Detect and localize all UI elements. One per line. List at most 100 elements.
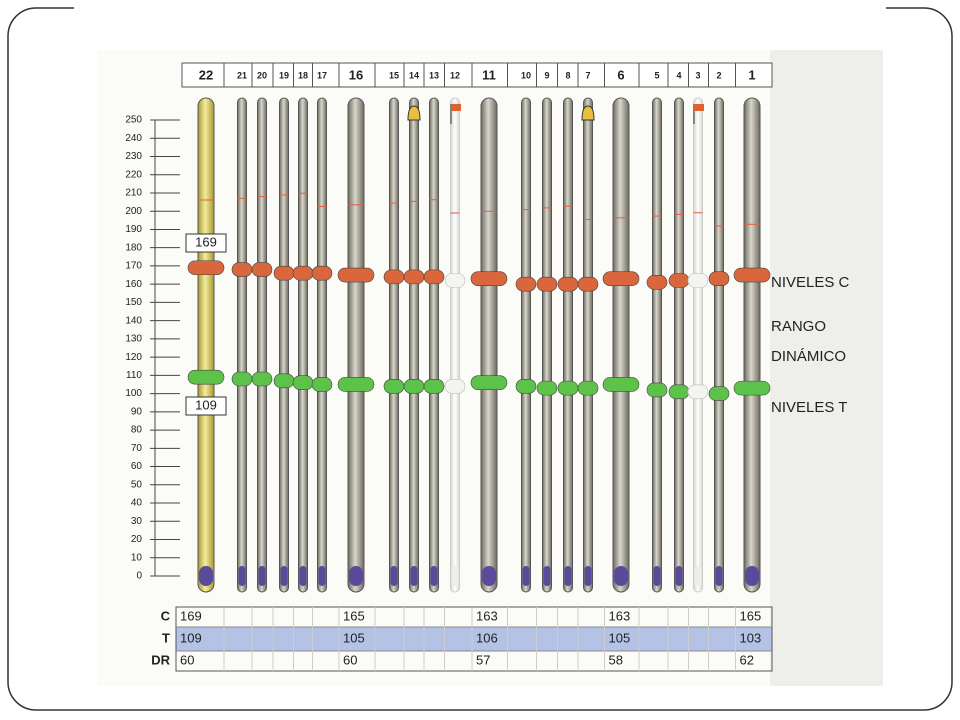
y-tick-label: 110 [126,370,142,381]
level-knob [231,371,253,387]
electrode-label: 9 [544,70,549,80]
electrode-tip [482,566,496,586]
level-knob [383,379,405,394]
level-knob [251,371,273,387]
y-tick-label: 190 [125,224,142,235]
level-knob [708,386,730,401]
electrode-tip [430,566,438,586]
page-edge [770,50,883,686]
level-knob [536,276,558,292]
annotation: DINÁMICO [771,348,846,365]
electrode-tip [715,566,723,586]
row-label: DR [151,652,170,667]
electrode-tip [451,566,459,586]
level-knob [708,271,730,286]
electrode-label: 18 [298,70,308,80]
level-knob [515,276,537,292]
electrode [279,97,289,593]
y-tick-label: 160 [125,279,142,290]
level-knob [577,276,599,292]
value-label: 169 [195,234,217,249]
electrode-tip [653,566,661,586]
electrode [347,97,365,593]
flag-icon [451,104,461,111]
electrode-label: 17 [317,70,327,80]
electrode-label: 7 [585,70,590,80]
y-tick-label: 40 [131,498,143,509]
electrode [197,97,215,593]
level-knob [470,375,508,390]
electrode [257,97,267,593]
level-knob [311,265,333,281]
level-knob [602,271,640,286]
level-knob [646,275,668,290]
flag-icon [694,104,704,111]
value-label: 109 [195,397,217,412]
level-knob [337,377,375,392]
electrode [583,97,593,593]
level-knob [557,380,579,396]
electrode-label: 11 [482,67,496,82]
electrode-label: 2 [716,70,721,80]
electrode [743,97,761,593]
cell-value: 169 [180,608,202,623]
electrode-tip [745,566,759,586]
level-knob [668,273,690,288]
electrode [563,97,573,593]
cell-value: 105 [343,630,365,645]
table-border [175,606,773,672]
y-tick-label: 100 [125,388,142,399]
electrode-label: 20 [257,70,267,80]
electrode-label: 5 [654,70,659,80]
y-tick-label: 10 [131,552,143,563]
level-knob [470,271,508,286]
electrode-tip [280,566,288,586]
electrode-label: 1 [748,67,755,82]
cell-value: 163 [476,608,498,623]
y-tick-label: 220 [125,169,142,180]
y-tick-label: 70 [131,443,143,454]
level-knob [668,384,690,400]
electrode-label: 6 [617,67,624,82]
y-tick-label: 140 [125,315,142,326]
electrode-label: 14 [409,70,419,80]
row-label: T [162,630,170,645]
level-knob [687,384,709,400]
electrode-label: 3 [695,70,700,80]
electrode [450,97,460,593]
y-tick-label: 20 [131,534,143,545]
header-bar [181,62,773,88]
electrode-tip [564,566,572,586]
electrode-label: 12 [450,70,460,80]
electrode-tip [299,566,307,586]
electrode-label: 8 [565,70,570,80]
cell-value: 109 [180,630,202,645]
electrode-label: 13 [429,70,439,80]
y-tick-label: 130 [125,334,142,345]
y-tick-label: 30 [131,516,143,527]
value-box [185,233,227,253]
electrode-label: 15 [389,70,399,80]
level-knob [536,380,558,396]
level-knob [646,382,668,398]
chart: 0102030405060708090100110120130140150160… [125,62,850,672]
annotation: NIVELES T [771,399,847,416]
electrode-label: 19 [279,70,289,80]
y-tick-label: 50 [131,479,143,490]
y-tick-label: 120 [125,352,142,363]
level-knob [403,269,425,285]
bell-icon [407,105,421,121]
electrode-tip [543,566,551,586]
row-label: C [161,608,171,623]
bell-icon [581,105,595,121]
electrode [409,97,419,593]
value-box [185,396,227,416]
level-knob [187,369,225,385]
electrode [317,97,327,593]
cell-value: 165 [740,608,762,623]
electrode [429,97,439,593]
electrode-tip [390,566,398,586]
level-knob [292,265,314,281]
electrode-tip [614,566,628,586]
